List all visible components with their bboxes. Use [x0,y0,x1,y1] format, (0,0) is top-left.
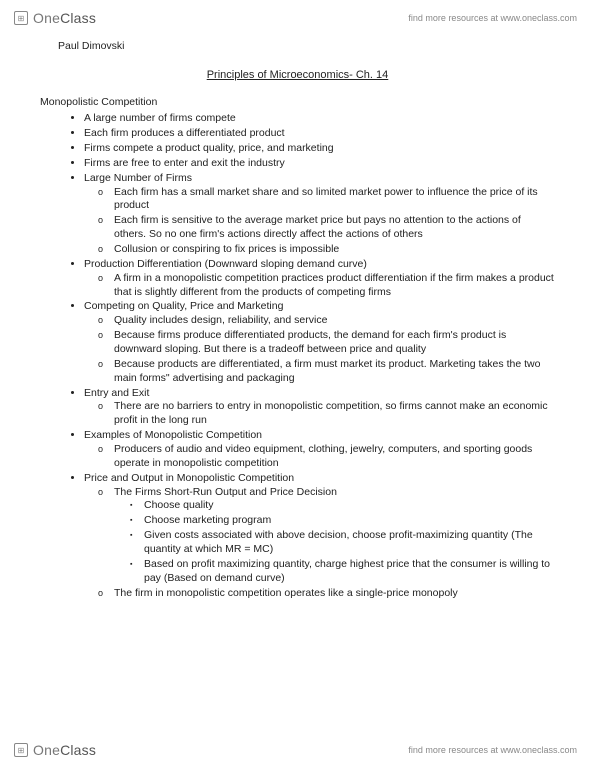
logo-word-class: Class [60,742,96,758]
item-text: A large number of firms compete [84,112,236,124]
sublist: Each firm has a small market share and s… [84,186,555,257]
author-name: Paul Dimovski [58,40,555,54]
item-text: Each firm produces a differentiated prod… [84,127,285,139]
header-tagline: find more resources at www.oneclass.com [408,13,577,23]
list-item: Each firm produces a differentiated prod… [84,127,555,141]
list-item: Each firm is sensitive to the average ma… [114,214,555,242]
list-item: The Firms Short-Run Output and Price Dec… [114,486,555,586]
page-footer: ⊞ OneClass find more resources at www.on… [0,736,595,764]
item-text: There are no barriers to entry in monopo… [114,400,548,426]
list-item: Entry and ExitThere are no barriers to e… [84,387,555,429]
list-item: Production Differentiation (Downward slo… [84,258,555,300]
item-text: Firms compete a product quality, price, … [84,142,334,154]
list-item: Because products are differentiated, a f… [114,358,555,386]
item-text: The Firms Short-Run Output and Price Dec… [114,486,337,498]
list-item: Given costs associated with above decisi… [144,529,555,557]
logo-text: OneClass [33,10,96,26]
item-text: Large Number of Firms [84,172,192,184]
outline-list: A large number of firms compete Each firm… [40,112,555,600]
list-item: Producers of audio and video equipment, … [114,443,555,471]
sublist: Quality includes design, reliability, an… [84,314,555,385]
item-text: Quality includes design, reliability, an… [114,314,327,326]
item-text: Examples of Monopolistic Competition [84,429,262,441]
list-item: A large number of firms compete [84,112,555,126]
item-text: Because firms produce differentiated pro… [114,329,506,355]
brand-logo-footer: ⊞ OneClass [14,742,96,758]
item-text: Each firm is sensitive to the average ma… [114,214,521,240]
list-item: Competing on Quality, Price and Marketin… [84,300,555,385]
sublist: Producers of audio and video equipment, … [84,443,555,471]
footer-tagline: find more resources at www.oneclass.com [408,745,577,755]
sublist: A firm in a monopolistic competition pra… [84,272,555,300]
list-item: Based on profit maximizing quantity, cha… [144,558,555,586]
sublist: There are no barriers to entry in monopo… [84,400,555,428]
sublist: The Firms Short-Run Output and Price Dec… [84,486,555,601]
list-item: Firms compete a product quality, price, … [84,142,555,156]
page-title: Principles of Microeconomics- Ch. 14 [40,68,555,83]
item-text: Producers of audio and video equipment, … [114,443,532,469]
document-body: Paul Dimovski Principles of Microeconomi… [40,40,555,732]
item-text: Entry and Exit [84,387,149,399]
item-text: Collusion or conspiring to fix prices is… [114,243,339,255]
brand-logo: ⊞ OneClass [14,10,96,26]
list-item: The firm in monopolistic competition ope… [114,587,555,601]
logo-icon: ⊞ [14,743,28,757]
item-text: Each firm has a small market share and s… [114,186,538,212]
logo-word-one: One [33,10,60,26]
page-header: ⊞ OneClass find more resources at www.on… [0,4,595,32]
logo-text-footer: OneClass [33,742,96,758]
section-heading: Monopolistic Competition [40,96,555,110]
list-item: Price and Output in Monopolistic Competi… [84,472,555,601]
logo-word-class: Class [60,10,96,26]
item-text: The firm in monopolistic competition ope… [114,587,458,599]
list-item: There are no barriers to entry in monopo… [114,400,555,428]
sublist: Choose qualityChoose marketing programGi… [114,499,555,585]
item-text: Price and Output in Monopolistic Competi… [84,472,294,484]
list-item: Examples of Monopolistic Competition Prod… [84,429,555,471]
item-text: Because products are differentiated, a f… [114,358,540,384]
list-item: Choose marketing program [144,514,555,528]
item-text: Production Differentiation (Downward slo… [84,258,367,270]
logo-word-one: One [33,742,60,758]
list-item: Collusion or conspiring to fix prices is… [114,243,555,257]
list-item: Because firms produce differentiated pro… [114,329,555,357]
list-item: A firm in a monopolistic competition pra… [114,272,555,300]
list-item: Quality includes design, reliability, an… [114,314,555,328]
list-item: Large Number of Firms Each firm has a sma… [84,172,555,257]
list-item: Each firm has a small market share and s… [114,186,555,214]
item-text: A firm in a monopolistic competition pra… [114,272,554,298]
list-item: Firms are free to enter and exit the ind… [84,157,555,171]
list-item: Choose quality [144,499,555,513]
item-text: Competing on Quality, Price and Marketin… [84,300,283,312]
logo-icon: ⊞ [14,11,28,25]
item-text: Firms are free to enter and exit the ind… [84,157,285,169]
